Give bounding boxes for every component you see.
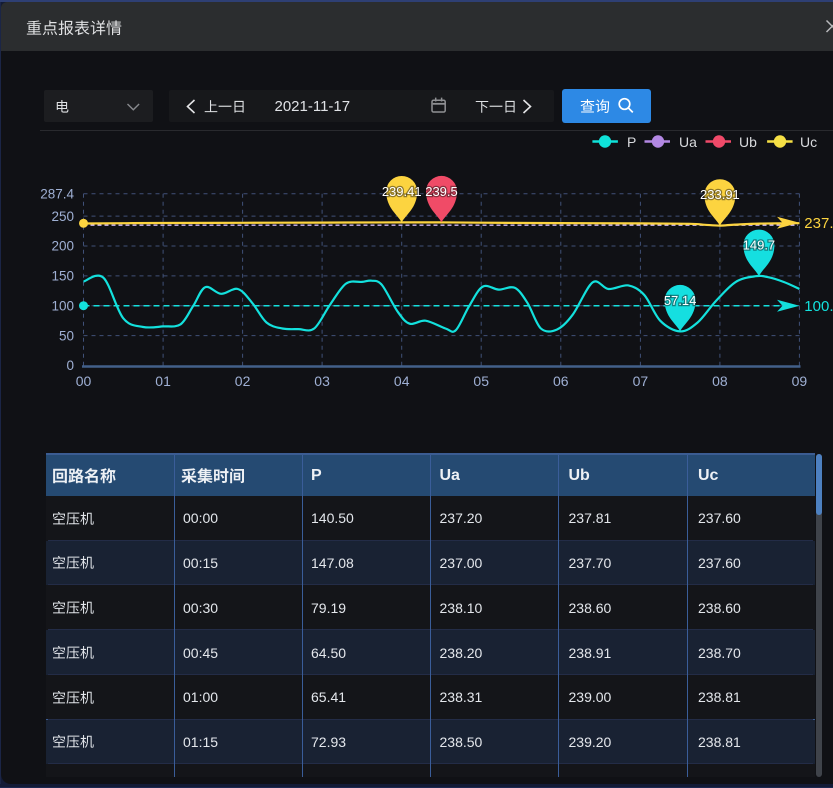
svg-text:149.7: 149.7: [743, 238, 776, 253]
svg-text:09: 09: [792, 373, 808, 389]
svg-text:08: 08: [712, 373, 728, 389]
svg-text:57.14: 57.14: [664, 293, 697, 308]
svg-text:03: 03: [314, 373, 330, 389]
svg-text:100: 100: [51, 298, 74, 313]
svg-text:100.08: 100.08: [804, 298, 833, 315]
svg-text:287.4: 287.4: [40, 187, 74, 202]
svg-text:239.5: 239.5: [425, 184, 458, 199]
svg-text:06: 06: [553, 373, 569, 389]
svg-text:233.91: 233.91: [700, 187, 740, 202]
svg-text:02: 02: [235, 373, 251, 389]
svg-text:200: 200: [51, 239, 74, 254]
svg-text:05: 05: [473, 373, 489, 389]
svg-text:0: 0: [66, 358, 74, 373]
svg-text:50: 50: [59, 328, 74, 343]
svg-text:04: 04: [394, 373, 410, 389]
svg-text:239.41: 239.41: [382, 184, 422, 199]
svg-text:00: 00: [76, 373, 92, 389]
svg-text:250: 250: [51, 209, 74, 224]
svg-text:07: 07: [633, 373, 649, 389]
svg-text:237.04: 237.04: [804, 215, 833, 232]
svg-text:150: 150: [51, 269, 74, 284]
svg-text:01: 01: [155, 373, 171, 389]
